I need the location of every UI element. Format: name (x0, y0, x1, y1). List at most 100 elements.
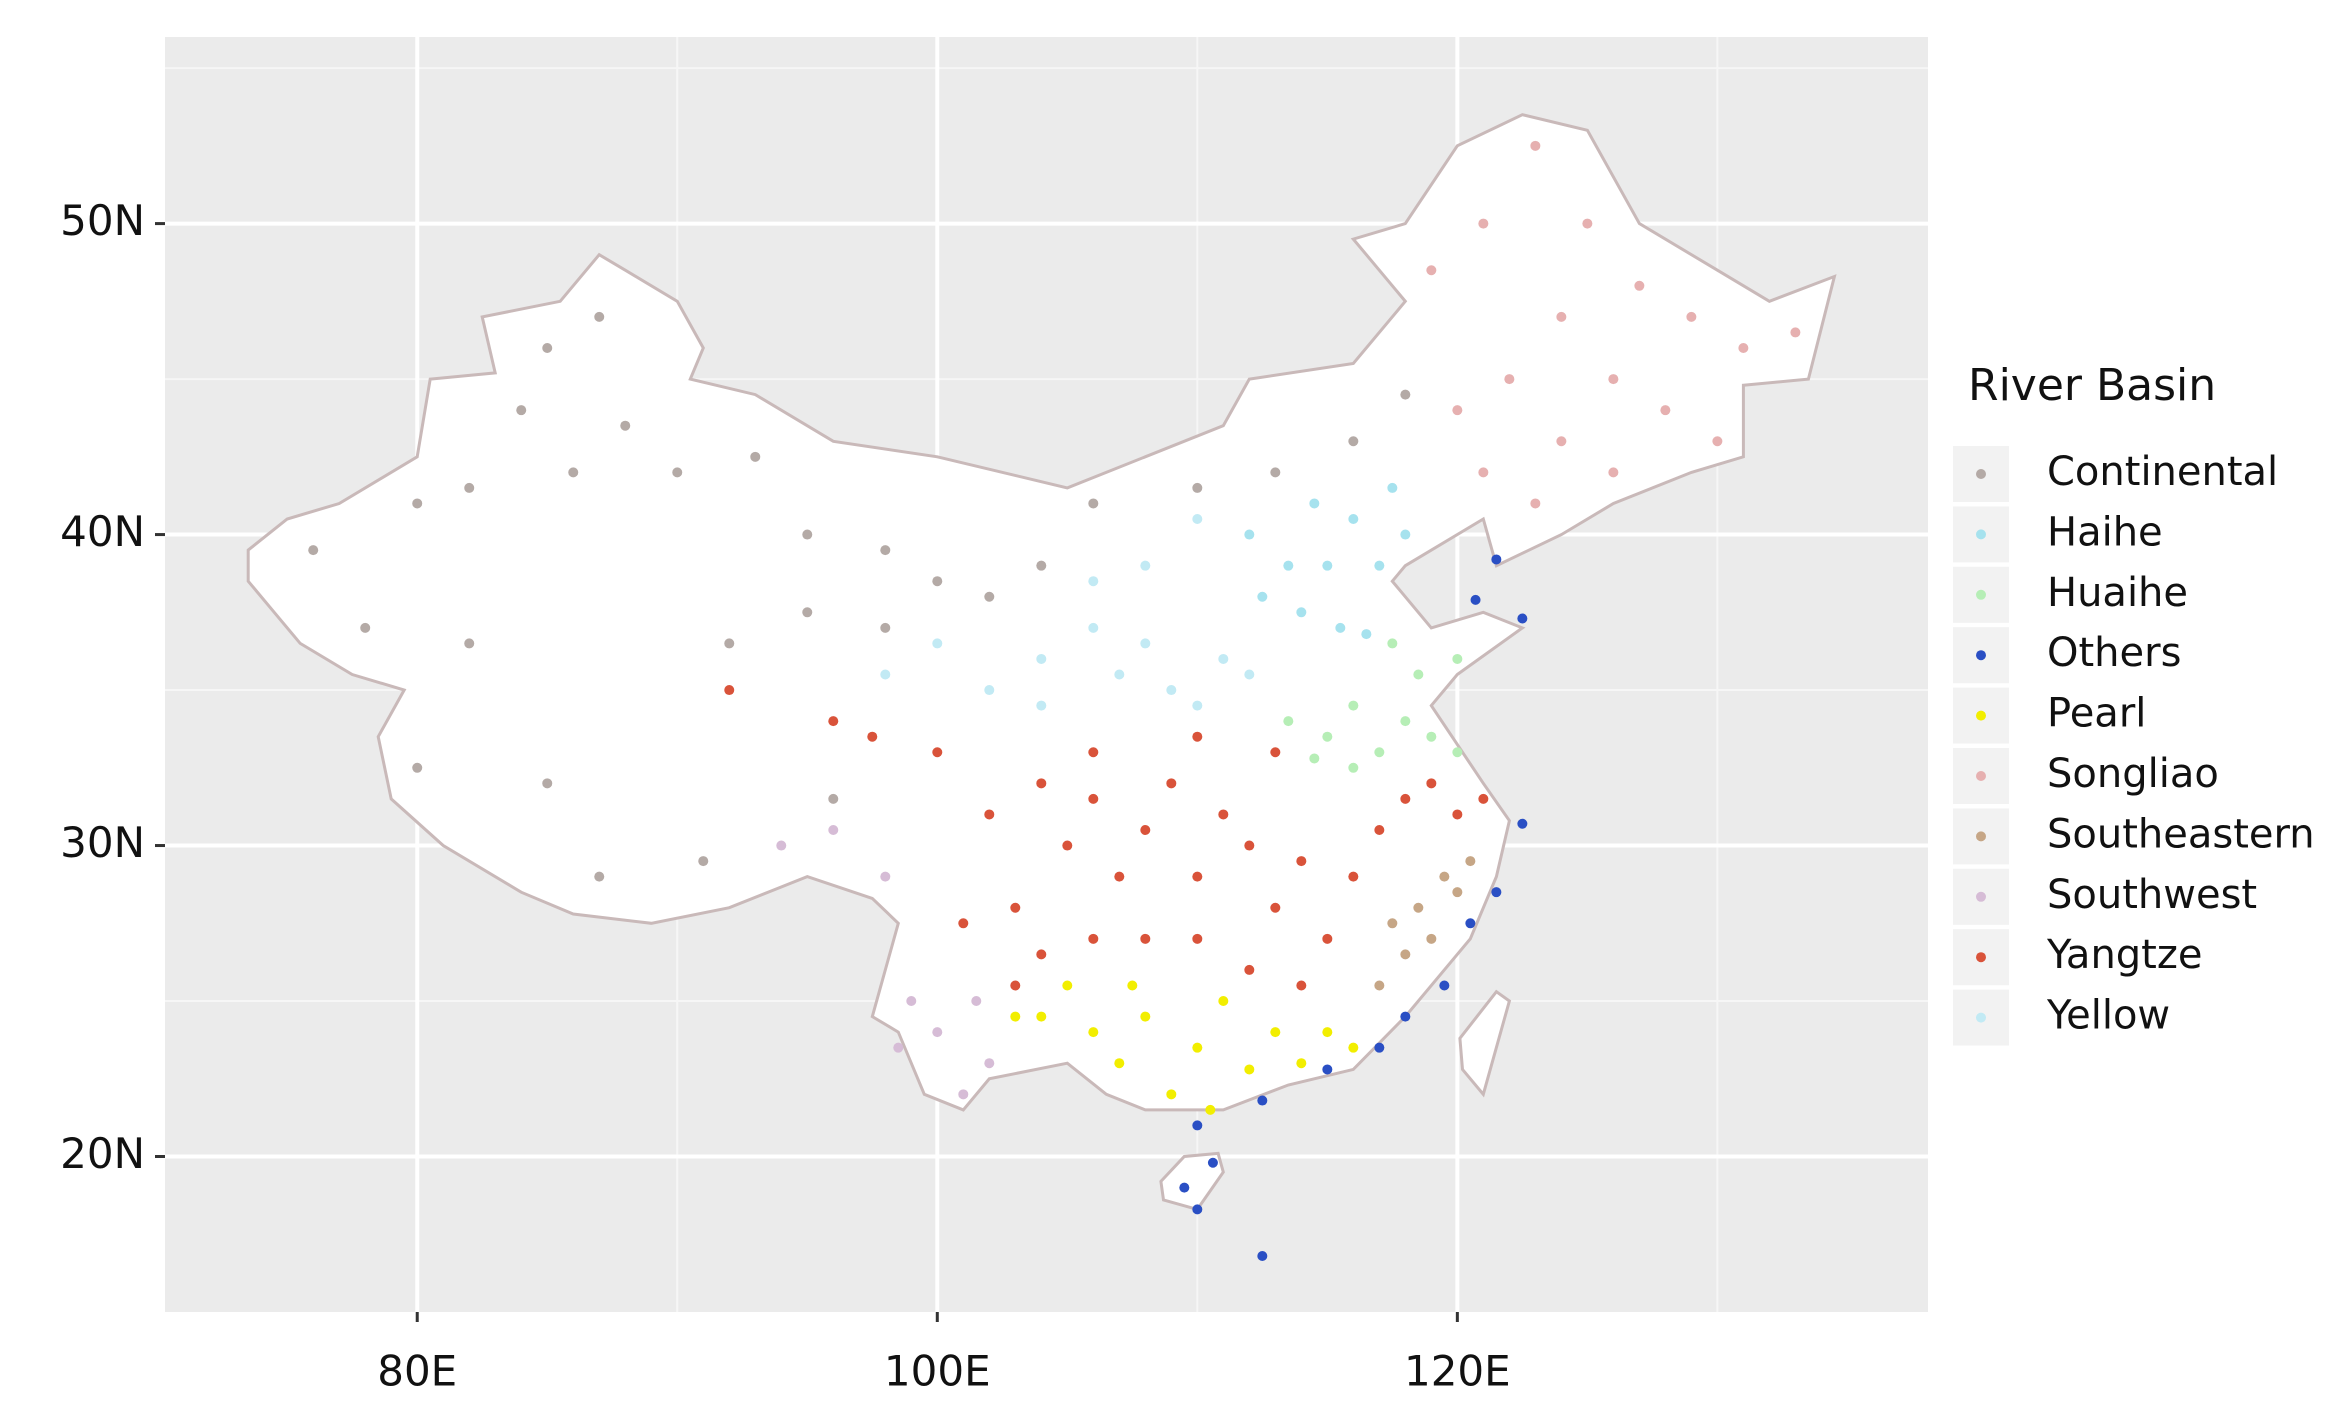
station-point (1140, 1011, 1151, 1022)
station-point (1322, 731, 1333, 742)
station-point (1478, 793, 1489, 804)
station-point (1244, 529, 1255, 540)
station-point (1036, 700, 1047, 711)
station-point (1088, 793, 1099, 804)
station-point (1010, 980, 1021, 991)
x-tick-label: 80E (377, 1347, 457, 1396)
station-point (1387, 638, 1398, 649)
station-point (1530, 140, 1541, 151)
station-point (1257, 591, 1268, 602)
y-tick-label: 20N (60, 1129, 145, 1178)
axes: 80E 100E 120E 20N 30N 40N 50N (60, 196, 1511, 1395)
station-point (464, 638, 475, 649)
legend-label: Yangtze (2046, 932, 2202, 978)
station-point (1296, 980, 1307, 991)
station-point (1088, 747, 1099, 758)
station-point (1192, 731, 1203, 742)
station-point (1374, 560, 1385, 571)
station-point (1413, 669, 1424, 680)
station-point (1283, 560, 1294, 571)
station-point (1374, 747, 1385, 758)
station-point (1439, 980, 1450, 991)
station-point (1517, 613, 1528, 624)
station-point (1088, 576, 1099, 587)
station-point (1452, 653, 1463, 664)
station-point (984, 591, 995, 602)
station-point (971, 996, 982, 1007)
station-point (542, 778, 553, 789)
station-point (1608, 374, 1619, 385)
station-point (1192, 871, 1203, 882)
station-point (1322, 560, 1333, 571)
station-point (1114, 871, 1125, 882)
station-point (1478, 218, 1489, 229)
station-point (1036, 949, 1047, 960)
station-point (1426, 731, 1437, 742)
station-point (1114, 669, 1125, 680)
station-point (1504, 374, 1515, 385)
station-point (802, 607, 813, 618)
station-point (1140, 638, 1151, 649)
station-point (672, 467, 683, 478)
station-point (724, 685, 735, 696)
region-shape (1458, 989, 1512, 1098)
station-point (1192, 1120, 1203, 1131)
station-point (1426, 778, 1437, 789)
x-tick-label: 120E (1404, 1347, 1511, 1396)
station-point (1470, 594, 1481, 605)
station-point (1660, 405, 1671, 416)
station-point (1140, 560, 1151, 571)
station-point (594, 311, 605, 322)
station-point (1296, 856, 1307, 867)
station-point (1439, 871, 1450, 882)
station-point (1088, 498, 1099, 509)
station-point (1361, 629, 1372, 640)
station-point (893, 1042, 904, 1053)
legend-label: Southwest (2047, 872, 2257, 918)
station-point (1270, 902, 1281, 913)
legend-marker (1976, 589, 1986, 600)
station-point (1426, 265, 1437, 276)
station-point (1452, 747, 1463, 758)
station-point (984, 685, 995, 696)
station-point (1322, 933, 1333, 944)
station-point (1192, 700, 1203, 711)
station-point (828, 716, 839, 727)
station-point (1712, 436, 1723, 447)
station-point (1166, 1089, 1177, 1100)
station-point (1790, 327, 1801, 338)
station-point (880, 669, 891, 680)
station-point (1166, 778, 1177, 789)
station-point (1205, 1104, 1216, 1115)
station-point (1140, 824, 1151, 835)
station-point (1244, 840, 1255, 851)
station-point (412, 498, 423, 509)
station-point (1127, 980, 1138, 991)
station-point (1088, 1027, 1099, 1038)
station-point (1270, 1027, 1281, 1038)
station-point (308, 545, 319, 556)
station-point (1491, 887, 1502, 898)
station-point (1400, 716, 1411, 727)
station-point (1283, 716, 1294, 727)
station-point (1257, 1095, 1268, 1106)
legend: Continental Haihe Huaihe Others Pearl Songlia… (1953, 446, 2315, 1046)
station-point (1207, 1157, 1218, 1168)
station-point (1452, 887, 1463, 898)
station-point (1400, 793, 1411, 804)
station-point (776, 840, 787, 851)
station-point (1556, 436, 1567, 447)
legend-label: Continental (2047, 449, 2278, 495)
x-tick-label: 100E (884, 1347, 991, 1396)
station-point (1348, 1042, 1359, 1053)
station-point (958, 918, 969, 929)
legend-label: Others (2047, 630, 2181, 676)
points (308, 140, 1801, 1262)
station-point (412, 762, 423, 773)
station-point (1738, 342, 1749, 353)
station-point (1192, 482, 1203, 493)
station-point (620, 420, 631, 431)
station-point (594, 871, 605, 882)
station-point (724, 638, 735, 649)
station-point (1387, 918, 1398, 929)
